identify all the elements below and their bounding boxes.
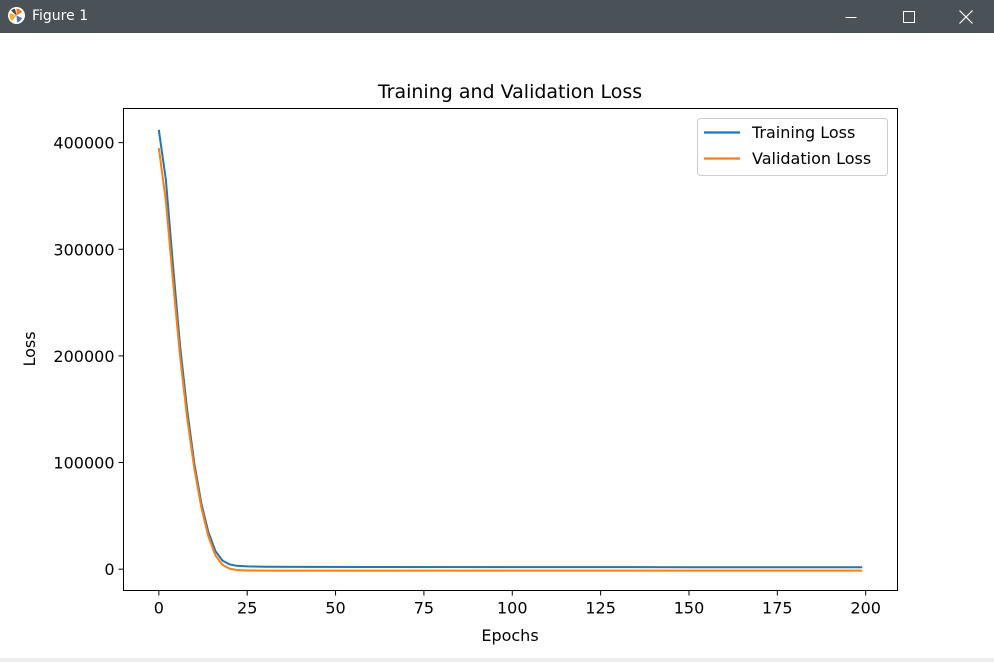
validation-loss-line xyxy=(157,147,863,572)
y-axis-label: Loss xyxy=(20,331,39,366)
window-title: Figure 1 xyxy=(32,8,89,24)
training-loss-line xyxy=(157,129,863,569)
close-button[interactable] xyxy=(938,0,994,33)
maximize-button[interactable] xyxy=(880,0,938,33)
x-tick-label: 125 xyxy=(585,599,616,618)
window-bottom-edge xyxy=(0,658,994,662)
x-tick-label: 50 xyxy=(325,599,345,618)
loss-chart: Training and Validation Loss 0 25 50 75 100 1… xyxy=(20,81,898,645)
minimize-button[interactable] xyxy=(822,0,880,33)
y-tick-label: 200000 xyxy=(53,347,114,366)
figure-canvas: Training and Validation Loss 0 25 50 75 100 1… xyxy=(0,33,994,659)
y-tick-label: 100000 xyxy=(53,454,114,473)
y-tick-label: 400000 xyxy=(53,134,114,153)
x-tick-label: 175 xyxy=(762,599,793,618)
window-titlebar: Figure 1 xyxy=(0,0,994,33)
x-tick-label: 25 xyxy=(237,599,257,618)
x-tick-label: 200 xyxy=(850,599,881,618)
legend-box xyxy=(697,118,888,176)
x-tick-label: 75 xyxy=(414,599,434,618)
y-tick-label: 300000 xyxy=(53,240,114,259)
x-axis-label: Epochs xyxy=(481,626,538,645)
axes-frame xyxy=(123,108,898,591)
legend-label-training: Training Loss xyxy=(751,123,855,142)
x-tick-label: 150 xyxy=(674,599,705,618)
x-tick-label: 0 xyxy=(154,599,164,618)
maximize-icon xyxy=(903,10,915,23)
x-tick-label: 100 xyxy=(497,599,528,618)
chart-title: Training and Validation Loss xyxy=(377,81,642,103)
matplotlib-app-icon xyxy=(8,7,25,24)
minimize-icon xyxy=(845,16,857,18)
y-tick-label: 0 xyxy=(104,560,114,579)
chart-legend: Training Loss Validation Loss xyxy=(697,118,888,176)
close-icon xyxy=(959,9,973,24)
legend-label-validation: Validation Loss xyxy=(752,149,871,168)
